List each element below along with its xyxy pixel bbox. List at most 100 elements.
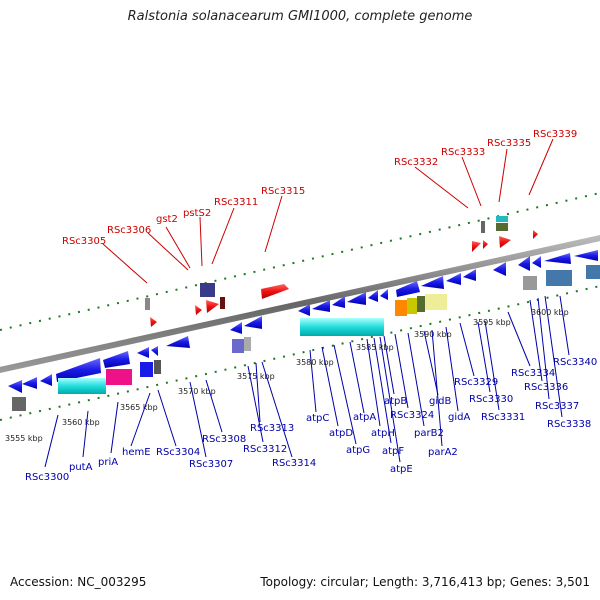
bottom-label-texts: RSc3300 putA priA hemE RSc3304 RSc3307 R…: [25, 357, 597, 483]
operon-box: [58, 378, 106, 394]
gene-rsc3334: [574, 250, 598, 261]
scale-label: 3600 kbp: [531, 308, 569, 317]
label-rsc3300: RSc3300: [25, 472, 69, 483]
scale-label: 3595 kbp: [473, 318, 511, 327]
label-atpb: atpB: [384, 396, 407, 407]
leader-line: [261, 361, 293, 458]
label-atpa: atpA: [353, 412, 376, 423]
small-gene-box: [523, 276, 537, 290]
gene-atpb: [396, 281, 420, 297]
label-parb2: parB2: [414, 428, 444, 439]
leader-line: [130, 392, 151, 447]
gene-rsc3329: [518, 256, 530, 271]
leader-line: [414, 166, 469, 209]
leader-line: [528, 138, 554, 196]
label-rsc3336: RSc3336: [524, 382, 568, 393]
operon-box: [496, 216, 508, 222]
operon-box: [200, 283, 215, 297]
topology-label: Topology: circular; Length: 3,716,413 bp…: [260, 575, 590, 589]
small-gene-box: [154, 360, 161, 374]
leader-line: [157, 389, 177, 447]
top-gene-labels: [102, 138, 554, 284]
label-rsc3304: RSc3304: [156, 447, 200, 458]
atp-operon-box: [300, 318, 384, 336]
leader-line: [211, 207, 235, 265]
scale-label: 3560 kbp: [62, 418, 100, 427]
small-gene-box: [12, 397, 26, 411]
leader-line: [507, 311, 531, 367]
label-gidb: gidB: [429, 396, 451, 407]
operon-box: [140, 362, 153, 377]
label-gida: gidA: [448, 412, 470, 423]
label-heme: hemE: [122, 447, 151, 458]
label-rsc3313: RSc3313: [250, 423, 294, 434]
leader-line: [309, 349, 317, 413]
label-rsc3311: RSc3311: [214, 197, 258, 208]
leader-line: [349, 341, 365, 414]
bottom-gene-leaders: [44, 295, 570, 468]
leader-line: [321, 346, 339, 427]
leader-line: [147, 232, 189, 271]
gene-parb2: [446, 273, 461, 285]
scale-label: 3580 kbp: [296, 358, 334, 367]
label-rsc3338: RSc3338: [547, 419, 591, 430]
label-rsc3333: RSc3333: [441, 147, 485, 158]
scale-label: 3570 kbp: [178, 387, 216, 396]
leader-line: [247, 365, 264, 443]
leader-line: [165, 226, 191, 269]
label-atpd: atpD: [329, 428, 353, 439]
accession-label: Accession: NC_003295: [10, 575, 147, 589]
gene-atph: [368, 290, 378, 302]
operon-box: [232, 339, 244, 353]
leader-line: [379, 336, 401, 463]
label-gst2: gst2: [156, 214, 178, 225]
scale-label: 3565 kbp: [120, 403, 158, 412]
label-para2: parA2: [428, 447, 458, 458]
label-atph: atpH: [371, 428, 395, 439]
gene-rsc3332: [472, 241, 481, 252]
gene-rsc3330: [532, 256, 541, 268]
gene-pria: [40, 374, 52, 386]
gene-atpa: [347, 292, 366, 305]
label-rsc3337: RSc3337: [535, 401, 579, 412]
leader-line: [82, 410, 89, 458]
operon-box: [586, 265, 600, 279]
leader-line: [459, 322, 475, 377]
leader-line: [264, 195, 283, 253]
small-gene-box: [145, 298, 150, 310]
operon-box: [106, 369, 132, 385]
label-pria: priA: [98, 457, 118, 468]
leader-line: [366, 338, 381, 427]
gene-gidb: [463, 269, 476, 281]
leader-line: [205, 379, 223, 433]
leader-line: [445, 326, 459, 412]
top-tick-row: [0, 192, 600, 331]
operon-box: [496, 223, 508, 231]
label-rsc3306: RSc3306: [107, 225, 151, 236]
gene-psts2: [220, 297, 225, 309]
label-rsc3305: RSc3305: [62, 236, 106, 247]
gene-atpf: [380, 289, 388, 300]
leader-line: [537, 297, 550, 400]
leader-line: [199, 216, 203, 267]
label-psts2: pstS2: [183, 208, 211, 219]
label-rsc3335: RSc3335: [487, 138, 531, 149]
gene-atpc: [298, 304, 310, 316]
label-atpg: atpG: [346, 445, 370, 456]
label-rsc3308: RSc3308: [202, 434, 246, 445]
gene-heme: [56, 358, 101, 382]
leader-line: [333, 344, 357, 445]
top-label-texts: RSc3305 RSc3306 gst2 pstS2 RSc3311 RSc33…: [62, 129, 577, 247]
label-atpe: atpE: [390, 464, 413, 475]
leader-line: [255, 362, 261, 423]
gene-puta: [22, 377, 37, 389]
gene-rsc3308: [151, 346, 158, 356]
label-rsc3332: RSc3332: [394, 157, 438, 168]
label-rsc3340: RSc3340: [553, 357, 597, 368]
gene-rsc3315: [261, 284, 289, 299]
leader-line: [544, 295, 563, 418]
gene-gida: [493, 262, 506, 276]
label-rsc3315: RSc3315: [261, 186, 305, 197]
label-puta: putA: [69, 462, 93, 473]
leader-line: [529, 299, 543, 382]
